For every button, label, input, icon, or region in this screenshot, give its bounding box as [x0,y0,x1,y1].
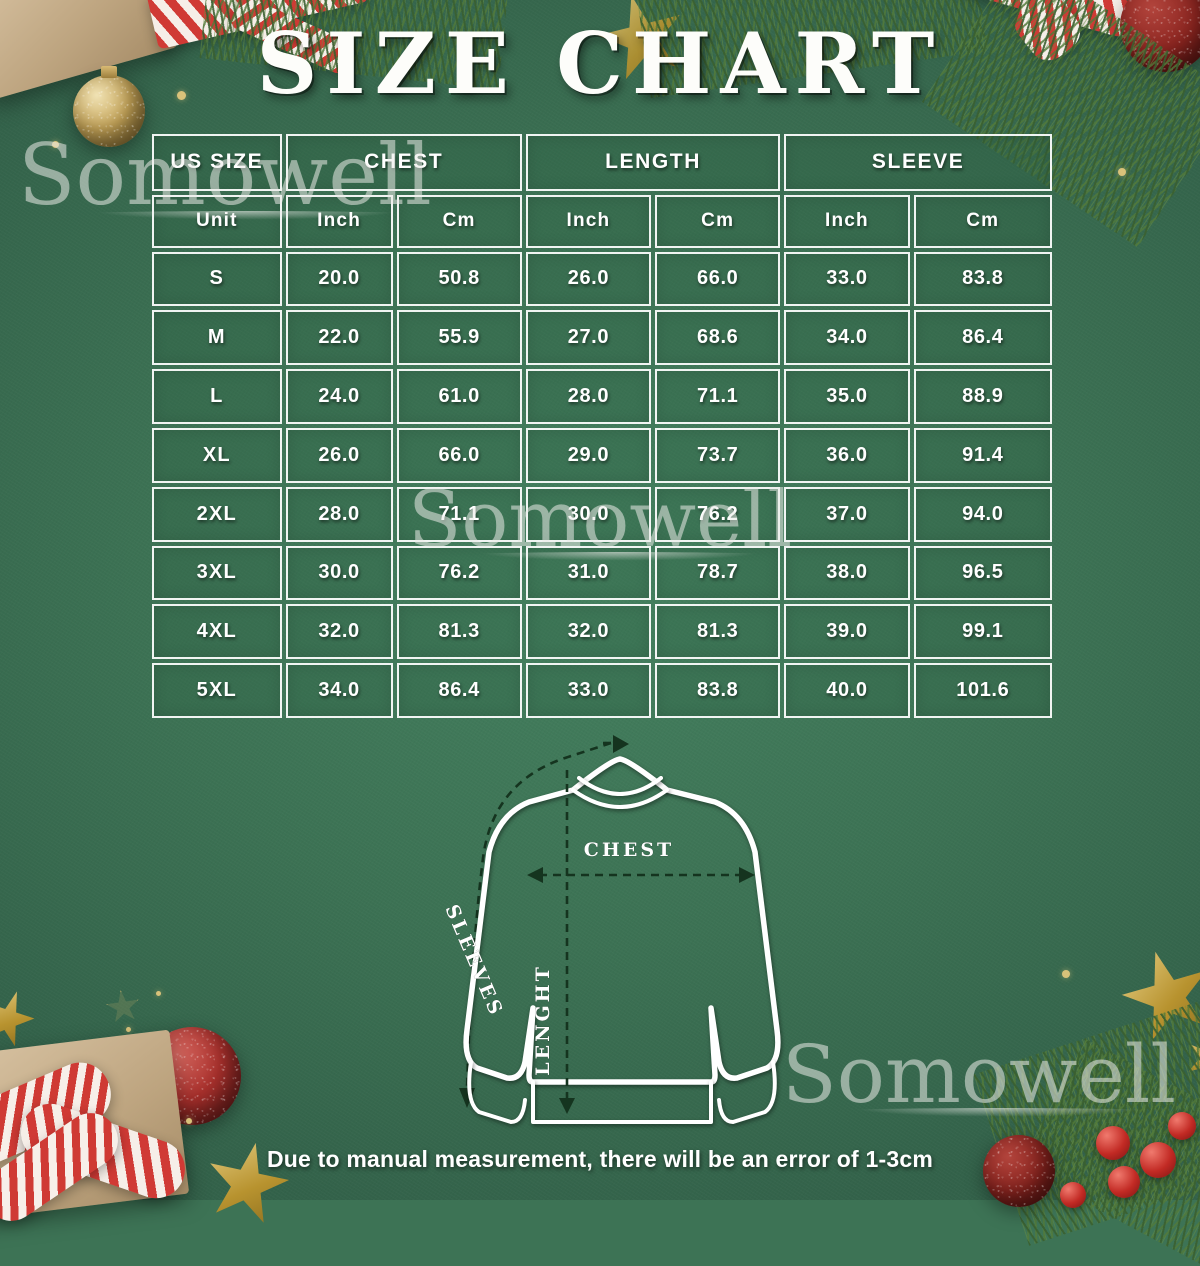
cell-sleeve-cm: 86.4 [913,310,1052,366]
header-us-size: US SIZE [152,134,282,191]
cell-length-cm: 71.1 [655,369,781,424]
unit-chest-cm: Cm [396,194,522,248]
arrow-head-icon [559,1098,575,1114]
table-unit-row: Unit Inch Cm Inch Cm Inch Cm [152,194,1052,248]
cell-size: 5XL [152,663,282,718]
unit-length-inch: Inch [525,194,652,248]
diagram-label-chest: CHEST [584,839,674,861]
cell-sleeve-in: 40.0 [784,663,910,718]
unit-length-cm: Cm [655,194,781,248]
cell-chest-in: 30.0 [285,545,393,601]
cell-chest-cm: 50.8 [396,251,522,307]
table-row: M 22.0 55.9 27.0 68.6 34.0 86.4 [152,310,1052,366]
table-row: 3XL 30.0 76.2 31.0 78.7 38.0 96.5 [152,545,1052,601]
cell-sleeve-cm: 88.9 [913,369,1052,424]
cell-sleeve-cm: 91.4 [913,427,1052,483]
header-chest: CHEST [285,134,522,191]
cell-sleeve-cm: 94.0 [913,486,1052,542]
cell-length-in: 27.0 [525,310,652,366]
cell-length-cm: 83.8 [655,663,781,718]
cell-chest-in: 34.0 [285,663,393,718]
cell-sleeve-cm: 83.8 [913,251,1052,307]
cell-sleeve-in: 35.0 [784,369,910,424]
table-row: XL 26.0 66.0 29.0 73.7 36.0 91.4 [152,427,1052,483]
cell-size: S [152,251,282,307]
length-measure-guide [559,770,575,1114]
unit-sleeve-cm: Cm [913,194,1052,248]
cell-sleeve-in: 37.0 [784,486,910,542]
garment-measurement-diagram: CHEST LENGHT SLEEVES [415,730,825,1135]
cell-chest-cm: 61.0 [396,369,522,424]
size-chart-table: US SIZE CHEST LENGTH SLEEVE Unit Inch Cm… [148,130,1056,722]
cell-sleeve-in: 33.0 [784,251,910,307]
table-row: 4XL 32.0 81.3 32.0 81.3 39.0 99.1 [152,604,1052,660]
cell-chest-cm: 86.4 [396,663,522,718]
cell-chest-in: 28.0 [285,486,393,542]
cell-size: 4XL [152,604,282,660]
cell-length-cm: 81.3 [655,604,781,660]
cell-chest-cm: 66.0 [396,427,522,483]
diagram-label-length: LENGHT [532,964,554,1076]
cell-chest-in: 20.0 [285,251,393,307]
cell-size: M [152,310,282,366]
arrow-head-icon [613,735,629,753]
cell-size: 3XL [152,545,282,601]
cell-chest-in: 26.0 [285,427,393,483]
diagram-label-sleeves: SLEEVES [440,901,507,1020]
cell-chest-cm: 76.2 [396,545,522,601]
cell-chest-cm: 71.1 [396,486,522,542]
cell-chest-cm: 81.3 [396,604,522,660]
cell-chest-in: 24.0 [285,369,393,424]
cell-sleeve-in: 34.0 [784,310,910,366]
cell-length-cm: 68.6 [655,310,781,366]
measurement-disclaimer: Due to manual measurement, there will be… [266,1146,933,1172]
table-row: 5XL 34.0 86.4 33.0 83.8 40.0 101.6 [152,663,1052,718]
cell-sleeve-in: 38.0 [784,545,910,601]
page-title: SIZE CHART [256,14,944,113]
cell-chest-in: 32.0 [285,604,393,660]
unit-sleeve-inch: Inch [784,194,910,248]
cell-length-in: 32.0 [525,604,652,660]
arrow-head-icon [739,867,755,883]
header-length: LENGTH [525,134,781,191]
cell-sleeve-cm: 99.1 [913,604,1052,660]
header-sleeve: SLEEVE [784,134,1052,191]
cell-size: L [152,369,282,424]
chest-measure-guide [527,867,755,883]
table-row: 2XL 28.0 71.1 30.0 76.2 37.0 94.0 [152,486,1052,542]
cell-length-in: 30.0 [525,486,652,542]
cell-sleeve-cm: 96.5 [913,545,1052,601]
cell-chest-cm: 55.9 [396,310,522,366]
cell-length-in: 33.0 [525,663,652,718]
cell-sleeve-in: 39.0 [784,604,910,660]
cell-chest-in: 22.0 [285,310,393,366]
unit-label: Unit [152,194,282,248]
sweatshirt-outline-icon [463,756,781,1124]
cell-length-cm: 76.2 [655,486,781,542]
cell-sleeve-cm: 101.6 [913,663,1052,718]
cell-length-cm: 73.7 [655,427,781,483]
cell-size: XL [152,427,282,483]
cell-length-in: 28.0 [525,369,652,424]
size-chart-table-container: US SIZE CHEST LENGTH SLEEVE Unit Inch Cm… [148,130,1056,722]
unit-chest-inch: Inch [285,194,393,248]
cell-length-in: 31.0 [525,545,652,601]
cell-sleeve-in: 36.0 [784,427,910,483]
cell-length-in: 29.0 [525,427,652,483]
table-group-header-row: US SIZE CHEST LENGTH SLEEVE [152,134,1052,191]
cell-length-cm: 66.0 [655,251,781,307]
table-row: L 24.0 61.0 28.0 71.1 35.0 88.9 [152,369,1052,424]
cell-size: 2XL [152,486,282,542]
cell-length-cm: 78.7 [655,545,781,601]
table-row: S 20.0 50.8 26.0 66.0 33.0 83.8 [152,251,1052,307]
cell-length-in: 26.0 [525,251,652,307]
arrow-head-icon [527,867,543,883]
